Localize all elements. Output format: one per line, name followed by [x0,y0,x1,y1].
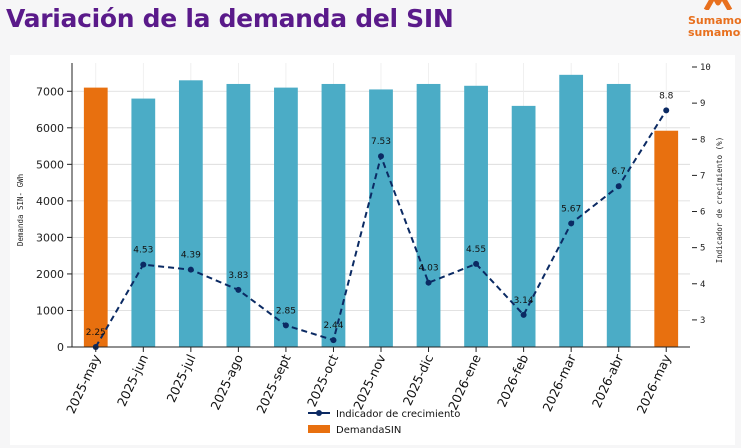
data-label-2025-may: 2.25 [86,328,106,338]
page-title: Variación de la demanda del SIN [6,4,454,33]
y-tick-label: 1000 [36,304,64,317]
x-tick-label: 2025-jul [163,352,198,405]
bar-2026-may [654,130,679,347]
growth-point-2025-jul [187,266,194,273]
x-tick-label: 2025-oct [304,352,341,409]
bar-2025-jul [178,80,203,347]
y-tick-label: 5000 [36,158,64,171]
bar-2025-nov [369,89,393,347]
growth-point-2026-feb [520,311,527,318]
data-label-2026-abr: 6.7 [612,167,626,177]
data-label-2025-ago: 3.83 [228,271,248,281]
y2-tick-label: 4 [700,280,705,290]
bar-2025-sept [274,87,298,347]
growth-point-2025-jun [140,261,147,268]
data-label-2025-sept: 2.85 [276,306,296,316]
y-tick-label: 7000 [36,85,64,98]
growth-point-2026-ene [473,260,480,267]
growth-point-2026-abr [615,183,622,190]
brand-logo-mark-icon [703,0,733,10]
y2-tick-label: 7 [700,171,705,181]
growth-point-2025-sept [282,322,289,329]
x-tick-label: 2025-nov [350,351,389,412]
data-label-2025-jun: 4.53 [133,246,153,256]
combo-chart: 2.25 4.53 4.39 3.83 2.85 2.44 7.53 4.03 4.55 3.14… [16,63,724,436]
bar-2025-may [83,87,108,347]
bar-2025-dic [416,83,441,348]
growth-point-2026-mar [568,220,575,227]
y2-tick-label: 5 [700,244,705,254]
bar-series [83,74,679,348]
x-tick-label: 2026-feb [494,352,531,409]
y2-axis-title: Indicador de crecimiento (%) [715,137,724,263]
chart-legend: Indicador de crecimiento DemandaSIN [308,409,460,436]
y2-tick-label: 6 [700,208,705,218]
brand-text-line-2: sumamos [688,26,741,39]
x-tick-label: 2025-ago [207,352,246,412]
growth-point-2025-ago [235,286,242,293]
growth-point-2025-oct [330,337,337,344]
data-label-2026-ene: 4.55 [466,245,486,255]
y2-tick-label: 3 [700,316,705,326]
x-tick-label: 2025-sept [253,352,293,416]
data-label-2026-may: 8.8 [659,91,674,101]
line-series [92,107,670,350]
bar-2025-jun [131,98,156,347]
growth-point-2025-dic [425,279,432,286]
y-tick-label: 3000 [36,231,64,244]
y-axis-title: Demanda SIN- GWh [16,174,25,246]
legend-line-marker [316,410,322,416]
data-label-2025-dic: 4.03 [419,264,439,274]
y-tick-label: 2000 [36,268,64,281]
bar-2025-ago [226,83,251,348]
growth-point-2025-nov [378,153,384,160]
data-labels: 2.25 4.53 4.39 3.83 2.85 2.44 7.53 4.03 4.55 3.14… [86,91,674,338]
x-tick-label: 2025-dic [400,352,437,408]
bar-2025-oct [321,83,346,348]
data-label-2025-oct: 2.44 [323,321,343,331]
data-label-2025-nov: 7.53 [371,137,391,147]
y-tick-label: 4000 [36,195,64,208]
y2-tick-label: 10 [700,63,711,73]
x-tick-label: 2025-jun [114,352,151,409]
y2-tick-label: 8 [700,135,705,145]
legend-label-demand: DemandaSIN [336,425,401,436]
y-tick-label: 0 [57,341,64,354]
data-label-2026-feb: 3.14 [514,296,534,306]
bar-2026-abr [606,83,631,348]
x-tick-label: 2026-mar [539,351,579,414]
data-label-2026-mar: 5.67 [561,204,581,214]
bar-2026-feb [511,105,536,347]
legend-label-growth: Indicador de crecimiento [336,409,460,420]
x-tick-label: 2025-may [63,351,104,415]
chart-panel: 2.25 4.53 4.39 3.83 2.85 2.44 7.53 4.03 4.55 3.14… [10,55,735,445]
y-tick-label: 6000 [36,122,64,135]
growth-point-2026-may [663,107,670,114]
x-tick-label: 2026-abr [589,351,627,410]
legend-bar-swatch [308,425,330,433]
bar-2026-mar [559,74,584,348]
x-tick-label: 2026-may [633,351,674,415]
x-tick-label: 2026-ene [445,352,484,413]
data-label-2025-jul: 4.39 [181,251,201,261]
y2-tick-label: 9 [700,99,705,109]
bar-2026-ene [464,85,488,347]
